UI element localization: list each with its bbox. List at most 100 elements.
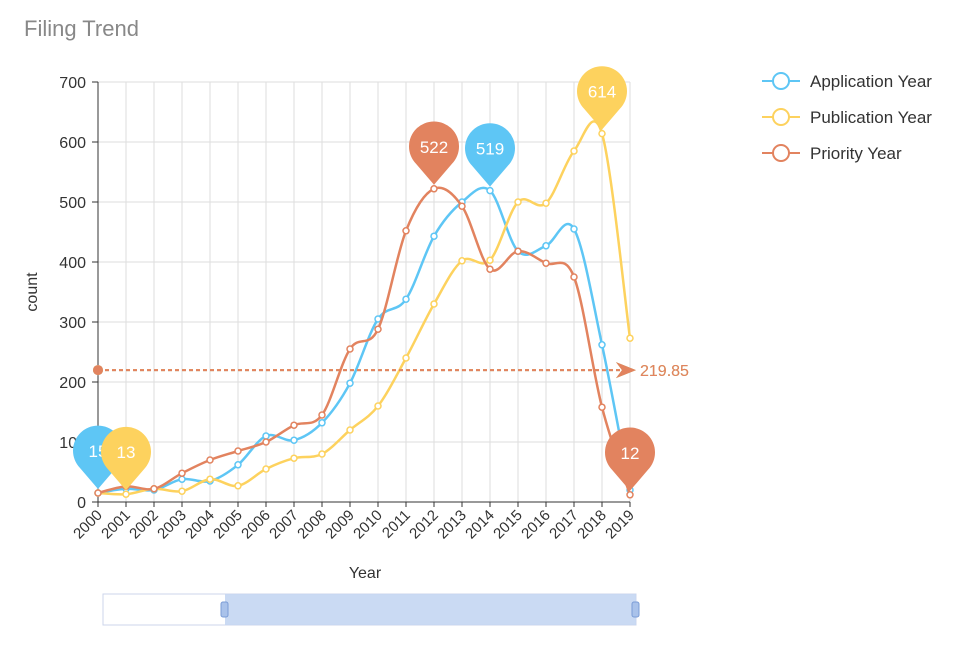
data-point [206,456,214,464]
y-tick-label: 700 [59,75,86,92]
x-tick-label: 2005 [210,507,246,543]
legend[interactable]: Application Year Publication Year Priority… [762,72,932,163]
x-tick-label: 2017 [546,507,582,543]
data-point [598,341,606,349]
data-point [290,421,298,429]
x-tick-label: 2007 [266,507,302,543]
series-line [97,186,632,496]
data-point [486,256,494,264]
data-point [262,438,270,446]
legend-label: Priority Year [810,144,902,163]
data-point [570,147,578,155]
y-tick-label: 200 [59,375,86,392]
x-tick-label: 2000 [70,507,106,543]
data-point [486,265,494,273]
x-tick-label: 2011 [379,507,414,542]
chart-title: Filing Trend [24,16,139,41]
mark-point [576,66,627,130]
data-point [178,469,186,477]
data-point [542,259,550,267]
data-point [318,411,326,419]
average-start [93,365,103,376]
data-point [430,300,438,308]
data-point [430,232,438,240]
data-point [458,202,466,210]
data-point [542,242,550,250]
zoom-handle[interactable] [220,601,229,618]
data-point [514,198,522,206]
data-point [262,465,270,473]
data-point [430,185,438,193]
data-point [374,402,382,410]
mark-point [605,427,655,491]
mark-point-label: 614 [588,83,616,102]
average-label: 219.85 [640,363,689,380]
data-point [402,295,410,303]
data-point [626,334,634,342]
data-point [374,325,382,333]
legend-marker [772,72,790,90]
legend-marker [772,144,790,162]
average-label: 219.85 [640,363,689,380]
zoom-handle[interactable] [631,601,640,618]
data-point [262,432,270,440]
data-point [346,426,354,434]
y-tick-label: 600 [59,135,86,152]
data-point [346,345,354,353]
data-point [402,354,410,362]
data-point [598,129,606,138]
average-label: 219.85 [640,363,689,380]
data-point [598,403,606,411]
x-tick-label: 2016 [518,507,554,543]
x-tick-label: 2015 [490,507,526,543]
data-point [178,487,186,495]
data-point [570,225,578,233]
data-zoom[interactable] [102,593,640,626]
data-point [234,461,242,469]
zoom-window[interactable] [225,594,636,625]
x-tick-label: 2006 [238,507,274,543]
x-tick-label: 2008 [294,507,330,543]
mark-point-label: 522 [420,138,448,157]
x-tick-label: 2001 [98,507,134,543]
x-tick-label: 2010 [350,507,386,543]
data-point [514,247,522,255]
average-arrow [616,362,636,379]
data-point [458,257,466,265]
data-point [206,475,214,483]
x-tick-label: 2019 [602,507,638,543]
y-tick-label: 400 [59,255,86,272]
legend-marker [772,108,790,126]
mark-point [409,121,460,185]
data-point [626,491,634,499]
x-tick-label: 2012 [406,507,442,543]
data-point [122,490,130,498]
x-tick-label: 2018 [574,507,610,543]
y-tick-label: 500 [59,195,86,212]
data-point [234,447,242,455]
x-tick-label: 2002 [126,507,162,543]
x-tick-label: 2009 [322,507,358,543]
data-point [486,186,494,195]
mark-point-label: 519 [476,140,504,159]
data-point [178,475,186,483]
data-point [234,482,242,490]
data-point [542,199,550,207]
data-point [318,419,326,427]
y-tick-label: 300 [59,315,86,332]
x-axis-label: Year [349,565,382,582]
mark-point [101,426,151,491]
data-point [94,489,102,497]
mark-point [464,123,515,187]
x-tick-label: 2014 [462,507,498,543]
data-point [570,273,578,281]
mark-point-label: 13 [117,443,136,462]
x-tick-label: 2004 [182,507,218,543]
data-point [402,227,410,235]
data-point [318,450,326,458]
data-point [150,485,158,493]
x-tick-label: 2013 [434,507,470,543]
y-axis-label: count [24,272,41,312]
